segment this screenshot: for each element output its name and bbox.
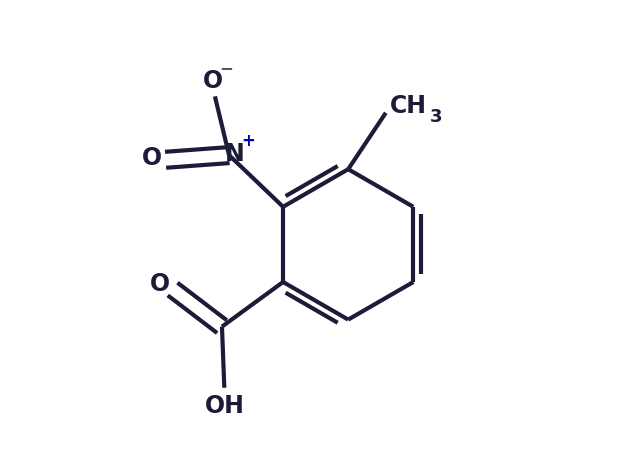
Text: O: O xyxy=(149,272,170,297)
Text: −: − xyxy=(220,59,234,77)
Text: O: O xyxy=(202,69,223,94)
Text: OH: OH xyxy=(204,393,244,418)
Text: +: + xyxy=(241,132,255,150)
Text: 3: 3 xyxy=(430,108,443,125)
Text: CH: CH xyxy=(390,94,427,118)
Text: N: N xyxy=(225,142,245,166)
Text: O: O xyxy=(141,146,161,170)
